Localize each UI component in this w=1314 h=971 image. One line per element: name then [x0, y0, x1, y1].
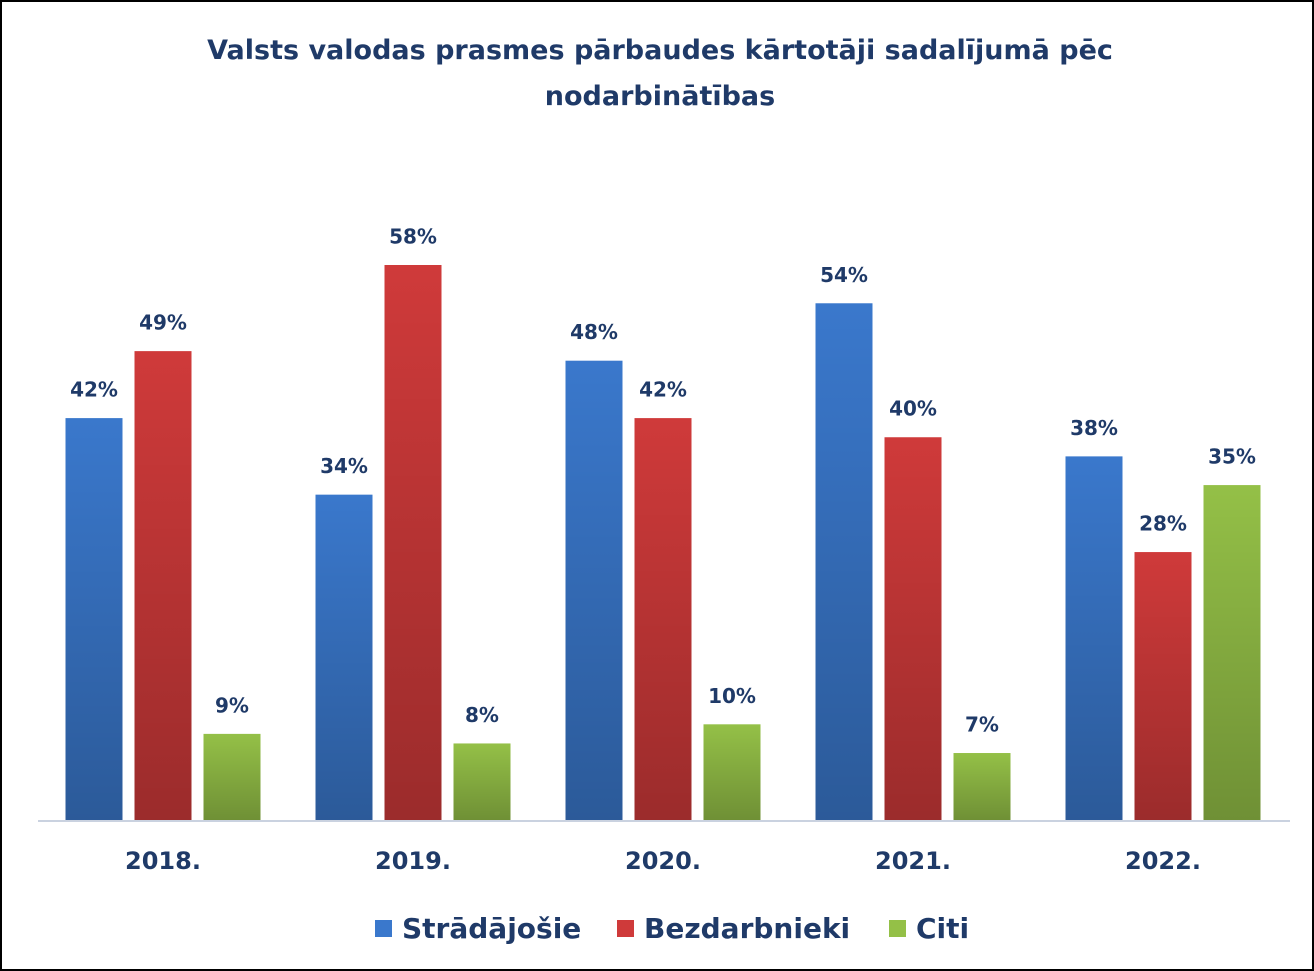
bar-shade [1134, 552, 1192, 820]
data-label: 35% [1208, 445, 1256, 469]
bar-shade [953, 753, 1011, 820]
bar-shade [65, 418, 123, 820]
x-tick-label: 2018. [125, 847, 201, 875]
x-tick-label: 2019. [375, 847, 451, 875]
bar-shade [565, 360, 623, 820]
data-label: 42% [70, 378, 118, 402]
bar-shade [453, 743, 511, 820]
bar-shade [384, 265, 442, 820]
legend-swatch [889, 920, 906, 937]
data-label: 34% [320, 454, 368, 478]
data-label: 8% [465, 703, 499, 727]
data-label: 38% [1070, 416, 1118, 440]
data-label: 7% [965, 713, 999, 737]
data-label: 58% [389, 225, 437, 249]
data-label: 54% [820, 263, 868, 287]
bar-shade [634, 418, 692, 820]
bar-shade [203, 733, 261, 820]
bar-shade [703, 724, 761, 820]
legend-label: Strādājošie [402, 912, 581, 945]
data-label: 42% [639, 378, 687, 402]
x-tick-label: 2021. [875, 847, 951, 875]
chart-title: Valsts valodas prasmes pārbaudes kārtotā… [207, 35, 1113, 112]
bar-shade [815, 303, 873, 820]
data-label: 49% [139, 311, 187, 335]
data-label: 9% [215, 693, 249, 717]
data-label: 10% [708, 684, 756, 708]
bar-shade [1203, 485, 1261, 820]
legend-label: Citi [916, 912, 969, 945]
legend-swatch [617, 920, 634, 937]
x-tick-label: 2022. [1125, 847, 1201, 875]
data-label: 28% [1139, 512, 1187, 536]
bar-shade [1065, 456, 1123, 820]
data-label: 48% [570, 320, 618, 344]
x-tick-label: 2020. [625, 847, 701, 875]
legend-label: Bezdarbnieki [644, 912, 850, 945]
bar-shade [884, 437, 942, 820]
data-label: 40% [889, 397, 937, 421]
bar-shade [315, 494, 373, 820]
bar-shade [134, 351, 192, 820]
legend-swatch [375, 920, 392, 937]
